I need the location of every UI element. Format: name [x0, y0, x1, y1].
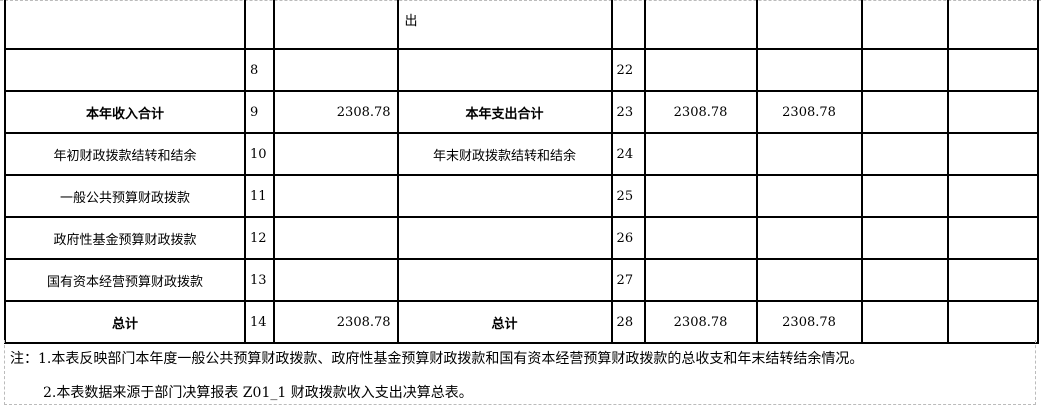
income-amount: [272, 216, 399, 260]
expenditure-item-label: 年末财政拨款结转和结余: [396, 132, 613, 176]
table-row: 本年收入合计 9 2308.78 本年支出合计 23 2308.78 2308.78: [4, 90, 1039, 134]
expenditure-item-label: [396, 216, 613, 260]
income-item-label: [4, 0, 246, 50]
income-row-number: 9: [244, 90, 275, 134]
expenditure-general-budget-amount: [755, 174, 863, 218]
income-row-number: 13: [244, 258, 275, 302]
income-item-label: 国有资本经营预算财政拨款: [4, 258, 246, 302]
expenditure-total-amount: 2308.78: [643, 90, 758, 134]
expenditure-row-number: 26: [610, 216, 646, 260]
expenditure-general-budget-amount: [755, 132, 863, 176]
expenditure-item-label: [396, 48, 613, 92]
income-amount: 2308.78: [272, 90, 399, 134]
income-item-label: 本年收入合计: [4, 90, 246, 134]
income-row-number: 11: [244, 174, 275, 218]
expenditure-row-number: 25: [610, 174, 646, 218]
expenditure-row-number: 23: [610, 90, 646, 134]
expenditure-general-budget-amount: 2308.78: [755, 300, 863, 344]
expenditure-general-budget-amount: 2308.78: [755, 90, 863, 134]
expenditure-fund-budget-amount: [860, 0, 949, 50]
table-row: 国有资本经营预算财政拨款 13 27: [4, 258, 1039, 302]
income-amount: [272, 0, 399, 50]
expenditure-total-amount: [643, 216, 758, 260]
income-item-label: 总计: [4, 300, 246, 344]
expenditure-row-number: 28: [610, 300, 646, 344]
expenditure-general-budget-amount: [755, 48, 863, 92]
table-row: 8 22: [4, 48, 1039, 92]
expenditure-total-amount: [643, 174, 758, 218]
income-item-label: 政府性基金预算财政拨款: [4, 216, 246, 260]
note-2: 2.本表数据来源于部门决算报表 Z01_1 财政拨款收入支出决算总表。: [43, 385, 473, 401]
expenditure-total-amount: [643, 132, 758, 176]
expenditure-general-budget-amount: [755, 0, 863, 50]
expenditure-state-capital-amount: [946, 90, 1039, 134]
income-item-label: [4, 48, 246, 92]
expenditure-state-capital-amount: [946, 174, 1039, 218]
expenditure-row-number: [610, 0, 646, 50]
income-row-number: 10: [244, 132, 275, 176]
income-amount: [272, 48, 399, 92]
income-row-number: 12: [244, 216, 275, 260]
income-amount: [272, 132, 399, 176]
expenditure-fund-budget-amount: [860, 258, 949, 302]
expenditure-item-label: 本年支出合计: [396, 90, 613, 134]
income-row-number: 14: [244, 300, 275, 344]
table-row: 一般公共预算财政拨款 11 25: [4, 174, 1039, 218]
income-amount: 2308.78: [272, 300, 399, 344]
table-row: 年初财政拨款结转和结余 10 年末财政拨款结转和结余 24: [4, 132, 1039, 176]
income-amount: [272, 258, 399, 302]
expenditure-row-number: 22: [610, 48, 646, 92]
expenditure-item-label: [396, 174, 613, 218]
expenditure-fund-budget-amount: [860, 216, 949, 260]
income-row-number: [244, 0, 275, 50]
expenditure-total-amount: [643, 48, 758, 92]
expenditure-state-capital-amount: [946, 0, 1039, 50]
table-row: 政府性基金预算财政拨款 12 26: [4, 216, 1039, 260]
note-1: 注：1.本表反映部门本年度一般公共预算财政拨款、政府性基金预算财政拨款和国有资本…: [10, 351, 864, 367]
expenditure-total-amount: 2308.78: [643, 300, 758, 344]
expenditure-fund-budget-amount: [860, 132, 949, 176]
expenditure-fund-budget-amount: [860, 174, 949, 218]
expenditure-total-amount: [643, 0, 758, 50]
expenditure-item-label: 出: [396, 0, 613, 50]
expenditure-state-capital-amount: [946, 300, 1039, 344]
table-row: 出: [4, 0, 1039, 50]
expenditure-fund-budget-amount: [860, 90, 949, 134]
expenditure-general-budget-amount: [755, 258, 863, 302]
table-notes: 注：1.本表反映部门本年度一般公共预算财政拨款、政府性基金预算财政拨款和国有资本…: [4, 340, 1036, 405]
income-item-label: 一般公共预算财政拨款: [4, 174, 246, 218]
expenditure-state-capital-amount: [946, 132, 1039, 176]
income-row-number: 8: [244, 48, 275, 92]
expenditure-row-number: 24: [610, 132, 646, 176]
expenditure-state-capital-amount: [946, 216, 1039, 260]
expenditure-state-capital-amount: [946, 258, 1039, 302]
expenditure-fund-budget-amount: [860, 48, 949, 92]
table-row: 总计 14 2308.78 总计 28 2308.78 2308.78: [4, 300, 1039, 344]
expenditure-item-label: 总计: [396, 300, 613, 344]
expenditure-fund-budget-amount: [860, 300, 949, 344]
expenditure-item-label: [396, 258, 613, 302]
expenditure-state-capital-amount: [946, 48, 1039, 92]
expenditure-general-budget-amount: [755, 216, 863, 260]
expenditure-row-number: 27: [610, 258, 646, 302]
income-amount: [272, 174, 399, 218]
expenditure-total-amount: [643, 258, 758, 302]
fiscal-appropriation-table: 出 8 22 本年收入合计 9 2308.78 本年支出合计 23 2308.78 2308.78…: [4, 0, 1039, 344]
income-item-label: 年初财政拨款结转和结余: [4, 132, 246, 176]
